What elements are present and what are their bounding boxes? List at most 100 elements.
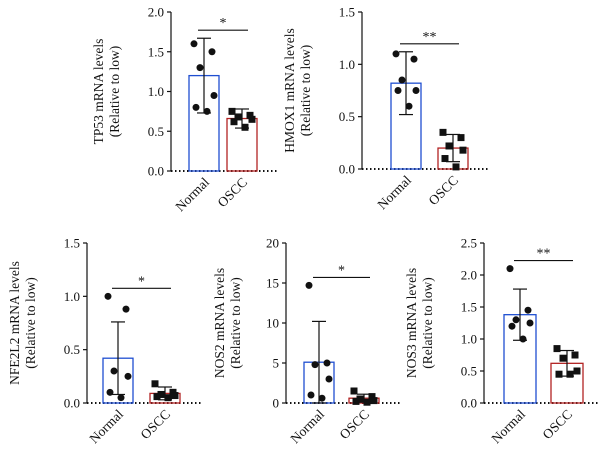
data-point [368,393,376,401]
y-tick-label: 0 [273,396,280,411]
y-axis-label-sub: (Relative to low) [107,46,122,137]
data-point [164,394,172,402]
y-tick-label: 2.5 [461,236,477,251]
y-axis-label: TP53 mRNA levels [91,39,106,145]
y-tick-label: 2.0 [148,5,164,20]
significance-label: ** [423,30,437,45]
y-tick-label: 1.0 [339,57,355,72]
x-tick-label: OSCC [540,407,576,443]
y-axis-label-sub: (Relative to low) [23,277,38,368]
data-point [512,316,520,324]
x-tick-label: Normal [287,406,327,446]
x-tick-label: Normal [172,174,212,214]
chart-panel-5: 0.0 0.5 1.0 1.5 2.0 2.5 NOS3 mRNA levels (Relat… [404,236,600,446]
chart-panel-4: 0 5 10 15 20 NOS2 mRNA levels (Relative to low… [212,236,401,446]
significance-label: ** [537,247,551,262]
chart-panel-1: 0.0 0.5 1.0 1.5 2.0 TP53 mRNA levels (Relative… [91,5,279,214]
x-tick-label: Normal [86,406,126,446]
data-point [412,87,420,94]
data-point [526,319,534,327]
data-point [305,281,313,289]
data-point [153,393,161,401]
significance-label: * [220,16,227,31]
data-point [325,375,333,383]
y-axis-label: HMOX1 mRNA levels [282,28,297,153]
y-tick-label: 2.0 [461,268,477,283]
y-tick-label: 0.5 [461,364,477,379]
x-tick-label: OSCC [138,407,174,443]
data-point [104,292,112,300]
data-point [192,103,200,111]
data-point [234,113,242,121]
data-point [208,48,216,56]
y-axis-label: NOS2 mRNA levels [212,268,227,378]
significance-label: * [338,263,345,278]
data-point [559,354,567,362]
y-tick-label: 0.0 [148,164,164,179]
y-tick-label: 1.0 [64,289,80,304]
y-tick-label: 1.5 [461,300,477,315]
y-axis-label: NOS3 mRNA levels [404,268,419,378]
data-point [553,345,561,353]
data-point [307,391,315,399]
significance-label: * [138,274,145,289]
data-point [363,398,371,406]
data-point [122,305,130,313]
x-tick-label: OSCC [337,407,373,443]
data-point [151,380,159,388]
y-axis-label-sub: (Relative to low) [420,277,435,368]
y-tick-label: 1.5 [64,236,80,251]
data-point [566,370,574,378]
y-tick-label: 15 [266,276,279,291]
data-point [508,322,516,330]
data-point [241,123,249,131]
y-tick-label: 1.0 [461,332,477,347]
y-axis-label-sub: (Relative to low) [228,277,243,368]
data-point [405,102,413,110]
data-point [573,367,581,375]
y-axis-label-sub: (Relative to low) [298,45,313,136]
data-point [392,50,400,58]
data-point [350,387,358,395]
data-point [157,390,165,398]
data-point [445,142,453,150]
x-tick-label: Normal [374,172,414,212]
data-point [370,397,378,405]
y-tick-label: 0.5 [64,342,80,357]
chart-panel-2: 0.0 0.5 1.0 1.5 HMOX1 mRNA levels (Relative t… [282,5,490,212]
data-point [210,91,218,99]
data-point [457,134,465,142]
data-point [524,306,532,314]
data-point [356,395,364,403]
y-axis-label: NFE2L2 mRNA levels [7,261,22,385]
data-point [459,146,467,154]
x-tick-label: OSCC [215,175,251,211]
data-point [439,128,447,136]
data-point [246,111,254,119]
data-point [203,107,211,115]
y-tick-label: 0.5 [339,109,355,124]
data-point [230,118,238,126]
data-point [171,392,179,400]
data-point [106,388,114,396]
data-point [323,359,331,367]
chart-panel-3: 0.0 0.5 1.0 1.5 NFE2L2 mRNA levels (Relative … [7,236,202,446]
data-point [571,351,579,359]
y-tick-label: 10 [266,316,279,331]
y-tick-label: 20 [266,236,279,251]
data-point [398,76,406,84]
data-point [110,367,118,375]
data-point [555,370,563,378]
data-point [228,107,236,115]
x-tick-label: Normal [488,406,528,446]
y-tick-label: 0.5 [148,124,164,139]
data-point [124,372,132,380]
data-point [519,335,527,343]
data-point [190,40,198,48]
y-tick-label: 5 [273,356,280,371]
y-tick-label: 0.0 [461,396,477,411]
y-tick-label: 0.0 [64,396,80,411]
data-point [311,361,319,369]
data-point [248,115,256,123]
